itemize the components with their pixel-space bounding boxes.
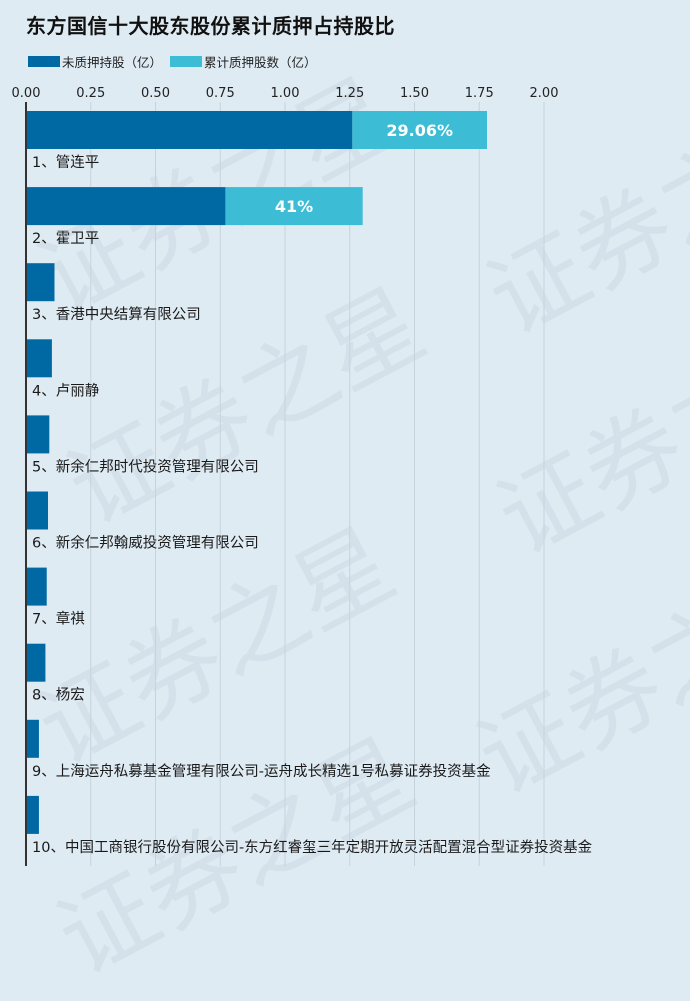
legend-swatch-pledged: [170, 56, 203, 67]
x-tick-label: 0.75: [206, 86, 235, 101]
x-tick-label: 1.75: [465, 86, 494, 101]
bar-data-label: 29.06%: [386, 121, 453, 140]
bar-pledged: [225, 187, 363, 226]
x-tick-label: 1.25: [335, 86, 364, 101]
legend-label-pledged: 累计质押股数（亿）: [204, 55, 317, 70]
legend-item-pledged: 累计质押股数（亿）: [170, 52, 317, 71]
bar-unpledged: [26, 643, 46, 682]
category-label: 6、新余仁邦翰威投资管理有限公司: [32, 534, 259, 552]
x-tick-label: 1.50: [400, 86, 429, 101]
bar-unpledged: [26, 491, 49, 530]
legend-swatch-unpledged: [28, 56, 60, 67]
x-tick-label: 0.50: [141, 86, 170, 101]
x-tick-label: 0.25: [76, 86, 105, 101]
category-label: 10、中国工商银行股份有限公司-东方红睿玺三年定期开放灵活配置混合型证券投资基金: [32, 839, 593, 856]
bar-chart: 0.00 0.25 0.50 0.75 1.00 1.25 1.50 1.75 2.00 29.0…: [12, 86, 593, 866]
category-label: 4、卢丽静: [32, 382, 100, 399]
legend: 未质押持股（亿） 累计质押股数（亿）: [28, 52, 317, 71]
category-label: 9、上海运舟私募基金管理有限公司-运舟成长精选1号私募证券投资基金: [32, 763, 491, 780]
bar-unpledged: [26, 111, 353, 149]
legend-label-unpledged: 未质押持股（亿）: [62, 55, 163, 70]
bar-unpledged: [26, 719, 39, 758]
category-label: 8、杨宏: [32, 687, 85, 704]
category-label: 3、香港中央结算有限公司: [32, 306, 201, 323]
chart-title: 东方国信十大股东股份累计质押占持股比: [26, 14, 395, 38]
bar-unpledged: [26, 415, 50, 454]
x-tick-label: 0.00: [12, 86, 41, 101]
bar-pledged: [352, 111, 488, 149]
bar-unpledged: [26, 187, 226, 226]
bar-data-label: 41%: [275, 197, 313, 216]
category-label: 2、霍卫平: [32, 230, 99, 247]
category-label: 7、章祺: [32, 610, 85, 628]
x-tick-label: 1.00: [271, 86, 300, 101]
x-tick-label: 2.00: [530, 86, 559, 101]
legend-item-unpledged: 未质押持股（亿）: [28, 52, 162, 71]
bar-unpledged: [26, 339, 52, 378]
category-label: 5、新余仁邦时代投资管理有限公司: [32, 457, 259, 475]
category-label: 1、管连平: [32, 154, 99, 171]
bar-unpledged: [26, 567, 47, 606]
bar-unpledged: [26, 795, 39, 834]
bar-unpledged: [26, 263, 55, 302]
